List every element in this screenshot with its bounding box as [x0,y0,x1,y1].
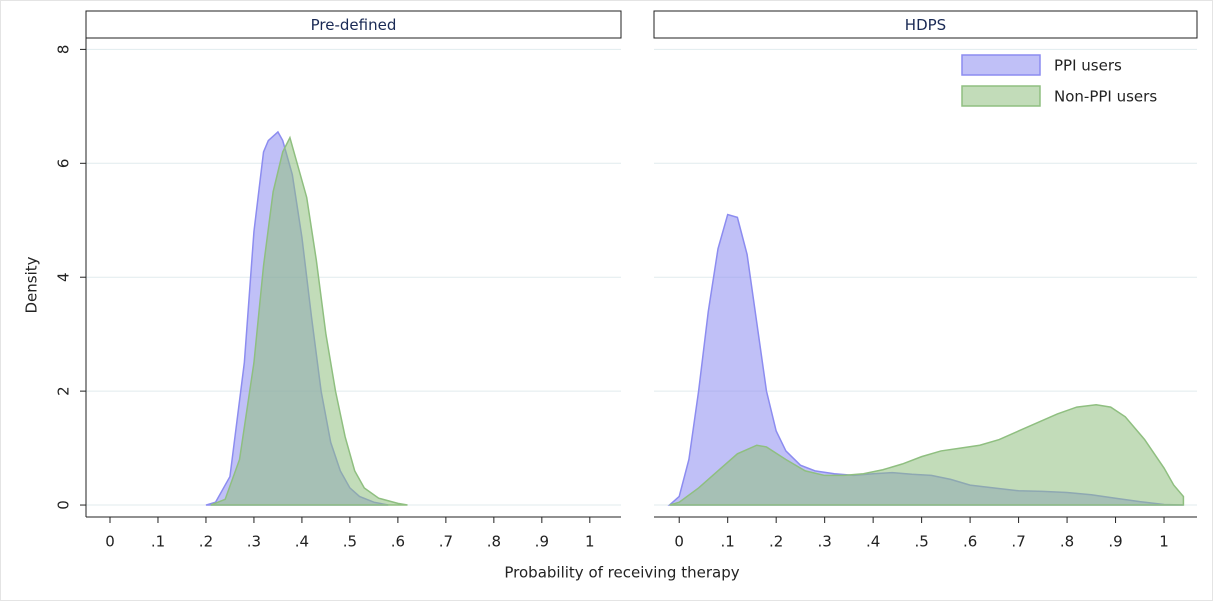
x-tick-label: .2 [199,533,213,551]
x-tick-label: .4 [866,533,880,551]
legend-swatch [961,54,1041,76]
legend-swatch [961,85,1041,107]
x-tick-label: .1 [721,533,735,551]
y-tick-label: 8 [55,45,73,55]
x-tick-label: .3 [247,533,261,551]
x-tick-label: 1 [585,533,595,551]
x-tick-label: .9 [1108,533,1122,551]
panel-header [653,10,1198,39]
y-tick-label: 2 [55,386,73,396]
x-tick-label: .8 [487,533,501,551]
x-tick-label: .1 [151,533,165,551]
x-tick-label: .6 [391,533,405,551]
legend-label: PPI users [1054,57,1122,75]
x-tick-label: .7 [439,533,453,551]
x-tick-label: .6 [963,533,977,551]
legend-label: Non-PPI users [1054,88,1157,106]
y-tick-label: 4 [55,272,73,282]
density-area [210,135,408,506]
x-tick-label: .3 [818,533,832,551]
x-tick-label: .8 [1060,533,1074,551]
x-tick-label: .5 [343,533,357,551]
panel-title: Pre-defined [311,16,397,34]
x-tick-label: .9 [535,533,549,551]
x-tick-label: .5 [914,533,928,551]
y-axis-label: Density [23,256,41,313]
x-tick-label: .4 [295,533,309,551]
x-tick-label: 0 [105,533,115,551]
density-area [669,404,1185,506]
x-axis-label: Probability of receiving therapy [504,564,739,582]
panel-title: HDPS [905,16,946,34]
y-tick-label: 6 [55,159,73,169]
y-tick-label: 0 [55,500,73,510]
x-tick-label: 1 [1159,533,1169,551]
x-tick-label: 0 [674,533,684,551]
x-tick-label: .2 [769,533,783,551]
panel-header [85,10,622,39]
x-tick-label: .7 [1011,533,1025,551]
